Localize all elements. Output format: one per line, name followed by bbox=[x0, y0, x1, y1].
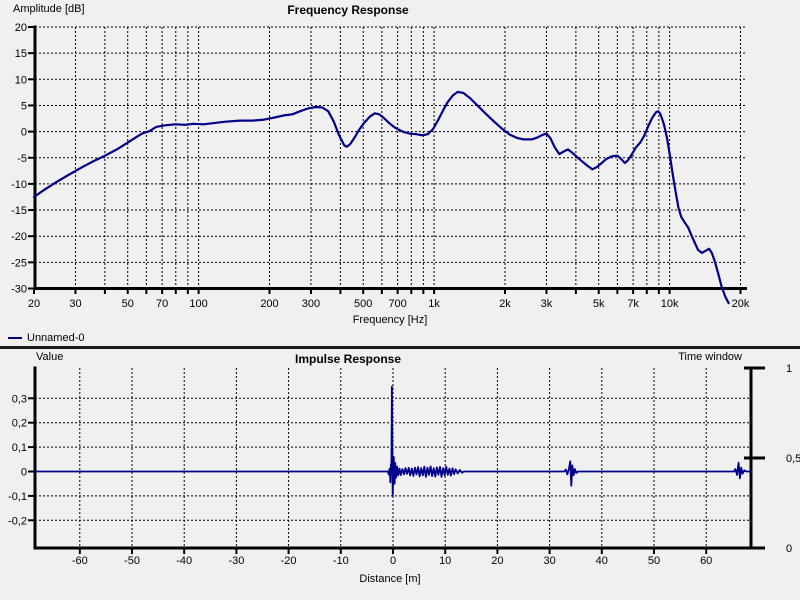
imp-axes bbox=[33, 366, 765, 550]
svg-text:50: 50 bbox=[648, 555, 660, 567]
freq-axes bbox=[33, 25, 747, 290]
impulse-y-axis-title: Value bbox=[36, 351, 64, 363]
svg-text:-15: -15 bbox=[11, 205, 27, 217]
svg-text:30: 30 bbox=[69, 298, 81, 310]
svg-text:10: 10 bbox=[439, 555, 451, 567]
svg-text:0: 0 bbox=[21, 127, 27, 139]
legend-series-marker bbox=[8, 337, 22, 339]
frequency-response-panel: 20 15 10 5 0 -5 -10 -15 -20 -25 -30 20 30 50 70 100 200 3… bbox=[0, 0, 800, 346]
svg-text:0: 0 bbox=[390, 555, 396, 567]
svg-text:20: 20 bbox=[491, 555, 503, 567]
svg-text:20: 20 bbox=[15, 22, 27, 34]
svg-text:-25: -25 bbox=[11, 257, 27, 269]
svg-text:0,2: 0,2 bbox=[12, 418, 27, 430]
legend: Unnamed-0 bbox=[8, 332, 84, 344]
svg-text:-30: -30 bbox=[11, 284, 27, 296]
imp-curve bbox=[34, 385, 752, 497]
svg-text:100: 100 bbox=[189, 298, 207, 310]
svg-text:-50: -50 bbox=[124, 555, 140, 567]
svg-text:5k: 5k bbox=[593, 298, 605, 310]
svg-text:70: 70 bbox=[156, 298, 168, 310]
legend-series-label: Unnamed-0 bbox=[27, 332, 85, 344]
svg-text:40: 40 bbox=[596, 555, 608, 567]
svg-text:0: 0 bbox=[786, 543, 792, 555]
svg-text:0,1: 0,1 bbox=[12, 442, 27, 454]
svg-text:700: 700 bbox=[388, 298, 406, 310]
svg-text:0,3: 0,3 bbox=[12, 393, 27, 405]
impulse-chart-title: Impulse Response bbox=[294, 352, 402, 366]
svg-text:20k: 20k bbox=[732, 298, 750, 310]
svg-text:30: 30 bbox=[543, 555, 555, 567]
svg-text:500: 500 bbox=[354, 298, 372, 310]
svg-text:-10: -10 bbox=[333, 555, 349, 567]
freq-curve bbox=[32, 90, 730, 305]
imp-ticks: 0,30,20,10-0,1-0,2-60 -50 -40 -30 -20 -10 0 10 2… bbox=[8, 363, 800, 567]
frequency-x-axis-title: Frequency [Hz] bbox=[352, 314, 428, 326]
svg-text:5: 5 bbox=[21, 100, 27, 112]
frequency-chart-title: Frequency Response bbox=[287, 3, 409, 17]
svg-text:1k: 1k bbox=[428, 298, 440, 310]
svg-text:7k: 7k bbox=[627, 298, 639, 310]
impulse-x-axis-title: Distance [m] bbox=[359, 573, 421, 585]
impulse-response-plot[interactable]: 0,30,20,10-0,1-0,2-60 -50 -40 -30 -20 -10 0 10 2… bbox=[0, 349, 800, 600]
svg-text:20: 20 bbox=[28, 298, 40, 310]
svg-text:-0,1: -0,1 bbox=[8, 491, 27, 503]
svg-text:-20: -20 bbox=[281, 555, 297, 567]
impulse-response-panel: 0,3 0,2 0,1 0 -0,1 -0,2 -60 -50 -40 -30 -20 -10 0 10 2… bbox=[0, 349, 800, 600]
freq-grid bbox=[35, 26, 746, 288]
svg-text:200: 200 bbox=[260, 298, 278, 310]
frequency-y-axis-title: Amplitude [dB] bbox=[13, 3, 85, 15]
svg-text:50: 50 bbox=[122, 298, 134, 310]
svg-text:-5: -5 bbox=[17, 153, 27, 165]
svg-text:1: 1 bbox=[786, 363, 792, 375]
svg-text:-40: -40 bbox=[176, 555, 192, 567]
svg-text:-60: -60 bbox=[72, 555, 88, 567]
svg-text:-0,2: -0,2 bbox=[8, 515, 27, 527]
svg-text:-20: -20 bbox=[11, 231, 27, 243]
svg-text:3k: 3k bbox=[541, 298, 553, 310]
svg-text:0,5: 0,5 bbox=[786, 453, 800, 465]
svg-text:15: 15 bbox=[15, 48, 27, 60]
svg-text:10: 10 bbox=[15, 74, 27, 86]
svg-text:10k: 10k bbox=[661, 298, 679, 310]
time-window-axis-title: Time window bbox=[678, 351, 742, 363]
svg-text:-10: -10 bbox=[11, 179, 27, 191]
svg-text:300: 300 bbox=[302, 298, 320, 310]
svg-text:2k: 2k bbox=[499, 298, 511, 310]
svg-text:60: 60 bbox=[700, 555, 712, 567]
svg-text:0: 0 bbox=[21, 467, 27, 479]
svg-text:-30: -30 bbox=[228, 555, 244, 567]
panel-separator bbox=[0, 346, 800, 349]
